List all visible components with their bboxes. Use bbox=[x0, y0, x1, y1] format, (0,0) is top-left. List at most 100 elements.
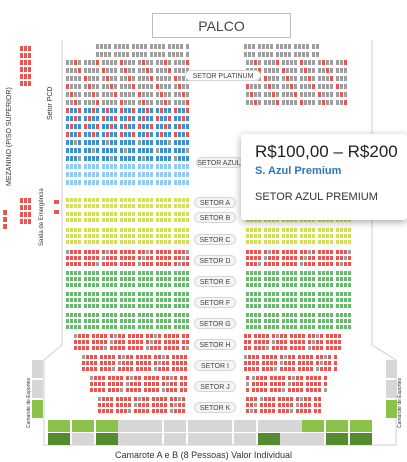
blue-seat[interactable] bbox=[178, 108, 181, 113]
sector-seat[interactable] bbox=[246, 376, 249, 380]
sector-seat[interactable] bbox=[296, 376, 299, 380]
sector-seat[interactable] bbox=[272, 250, 275, 254]
sector-seat[interactable] bbox=[330, 250, 333, 254]
platinum-seat[interactable] bbox=[110, 68, 113, 73]
blue-seat[interactable] bbox=[102, 132, 105, 137]
platinum-seat[interactable] bbox=[180, 52, 183, 57]
sector-seat[interactable] bbox=[344, 218, 347, 222]
sector-seat[interactable] bbox=[264, 277, 267, 281]
sector-seat[interactable] bbox=[142, 212, 145, 216]
sector-seat[interactable] bbox=[182, 319, 185, 323]
blue-seat[interactable] bbox=[186, 156, 189, 161]
platinum-seat[interactable] bbox=[146, 100, 149, 105]
platinum-seat[interactable] bbox=[132, 68, 135, 73]
sector-seat[interactable] bbox=[270, 361, 273, 365]
camarote-box-bottom[interactable] bbox=[302, 433, 324, 445]
sector-seat[interactable] bbox=[264, 250, 267, 254]
sector-seat[interactable] bbox=[186, 218, 189, 222]
sector-seat[interactable] bbox=[306, 388, 309, 392]
sector-seat[interactable] bbox=[182, 234, 185, 238]
platinum-seat[interactable] bbox=[294, 84, 297, 89]
sector-seat[interactable] bbox=[164, 256, 167, 260]
platinum-seat[interactable] bbox=[142, 84, 145, 89]
sector-seat[interactable] bbox=[70, 292, 73, 296]
sector-seat[interactable] bbox=[300, 325, 303, 329]
sector-seat[interactable] bbox=[92, 204, 95, 208]
sector-seat[interactable] bbox=[174, 376, 177, 380]
blue-seat[interactable] bbox=[186, 116, 189, 121]
platinum-seat[interactable] bbox=[176, 44, 179, 49]
camarote-box-bottom[interactable] bbox=[258, 433, 280, 445]
sector-seat[interactable] bbox=[174, 388, 177, 392]
platinum-seat[interactable] bbox=[272, 84, 275, 89]
sector-seat[interactable] bbox=[92, 250, 95, 254]
blue-seat[interactable] bbox=[102, 180, 105, 185]
sector-seat[interactable] bbox=[348, 234, 351, 238]
platinum-seat[interactable] bbox=[294, 100, 297, 105]
sector-seat[interactable] bbox=[90, 361, 93, 365]
platinum-seat[interactable] bbox=[330, 92, 333, 97]
mezzanine-seat[interactable] bbox=[24, 212, 27, 217]
blue-seat[interactable] bbox=[70, 124, 73, 129]
blue-seat[interactable] bbox=[182, 148, 185, 153]
platinum-seat[interactable] bbox=[302, 52, 305, 57]
platinum-seat[interactable] bbox=[288, 44, 291, 49]
platinum-seat[interactable] bbox=[340, 92, 343, 97]
sector-seat[interactable] bbox=[334, 334, 337, 338]
blue-seat[interactable] bbox=[128, 172, 131, 177]
sector-seat[interactable] bbox=[142, 204, 145, 208]
sector-seat[interactable] bbox=[166, 355, 169, 359]
sector-seat[interactable] bbox=[174, 319, 177, 323]
blue-seat[interactable] bbox=[160, 180, 163, 185]
sector-seat[interactable] bbox=[182, 313, 185, 317]
platinum-seat[interactable] bbox=[312, 52, 315, 57]
blue-seat[interactable] bbox=[186, 164, 189, 169]
sector-seat[interactable] bbox=[308, 325, 311, 329]
platinum-seat[interactable] bbox=[252, 52, 255, 57]
sector-seat[interactable] bbox=[154, 346, 157, 350]
sector-seat[interactable] bbox=[132, 340, 135, 344]
sector-seat[interactable] bbox=[338, 346, 341, 350]
blue-seat[interactable] bbox=[168, 148, 171, 153]
sector-seat[interactable] bbox=[320, 346, 323, 350]
sector-seat[interactable] bbox=[82, 367, 85, 371]
sector-seat[interactable] bbox=[100, 361, 103, 365]
blue-seat[interactable] bbox=[74, 148, 77, 153]
platinum-seat[interactable] bbox=[336, 60, 339, 65]
sector-seat[interactable] bbox=[312, 292, 315, 296]
camarote-box-top[interactable] bbox=[118, 420, 140, 432]
sector-seat[interactable] bbox=[264, 304, 267, 308]
sector-seat[interactable] bbox=[106, 212, 109, 216]
platinum-seat[interactable] bbox=[276, 68, 279, 73]
sector-seat[interactable] bbox=[336, 319, 339, 323]
sector-seat[interactable] bbox=[250, 409, 253, 413]
blue-seat[interactable] bbox=[160, 172, 163, 177]
sector-seat[interactable] bbox=[268, 319, 271, 323]
platinum-seat[interactable] bbox=[70, 92, 73, 97]
blue-seat[interactable] bbox=[102, 164, 105, 169]
sector-seat[interactable] bbox=[96, 198, 99, 202]
platinum-seat[interactable] bbox=[308, 68, 311, 73]
sector-seat[interactable] bbox=[170, 382, 173, 386]
sector-seat[interactable] bbox=[294, 228, 297, 232]
platinum-seat[interactable] bbox=[304, 84, 307, 89]
sector-seat[interactable] bbox=[146, 271, 149, 275]
sector-seat[interactable] bbox=[120, 240, 123, 244]
sector-seat[interactable] bbox=[300, 304, 303, 308]
sector-seat[interactable] bbox=[258, 277, 261, 281]
sector-seat[interactable] bbox=[144, 361, 147, 365]
platinum-seat[interactable] bbox=[74, 84, 77, 89]
platinum-seat[interactable] bbox=[66, 84, 69, 89]
blue-seat[interactable] bbox=[88, 132, 91, 137]
sector-seat[interactable] bbox=[174, 204, 177, 208]
sector-seat[interactable] bbox=[184, 355, 187, 359]
sector-seat[interactable] bbox=[312, 234, 315, 238]
sector-seat[interactable] bbox=[132, 228, 135, 232]
blue-seat[interactable] bbox=[78, 116, 81, 121]
blue-seat[interactable] bbox=[174, 172, 177, 177]
platinum-seat[interactable] bbox=[286, 100, 289, 105]
sector-seat[interactable] bbox=[162, 376, 165, 380]
sector-seat[interactable] bbox=[186, 292, 189, 296]
sector-seat[interactable] bbox=[278, 388, 281, 392]
platinum-seat[interactable] bbox=[120, 84, 123, 89]
